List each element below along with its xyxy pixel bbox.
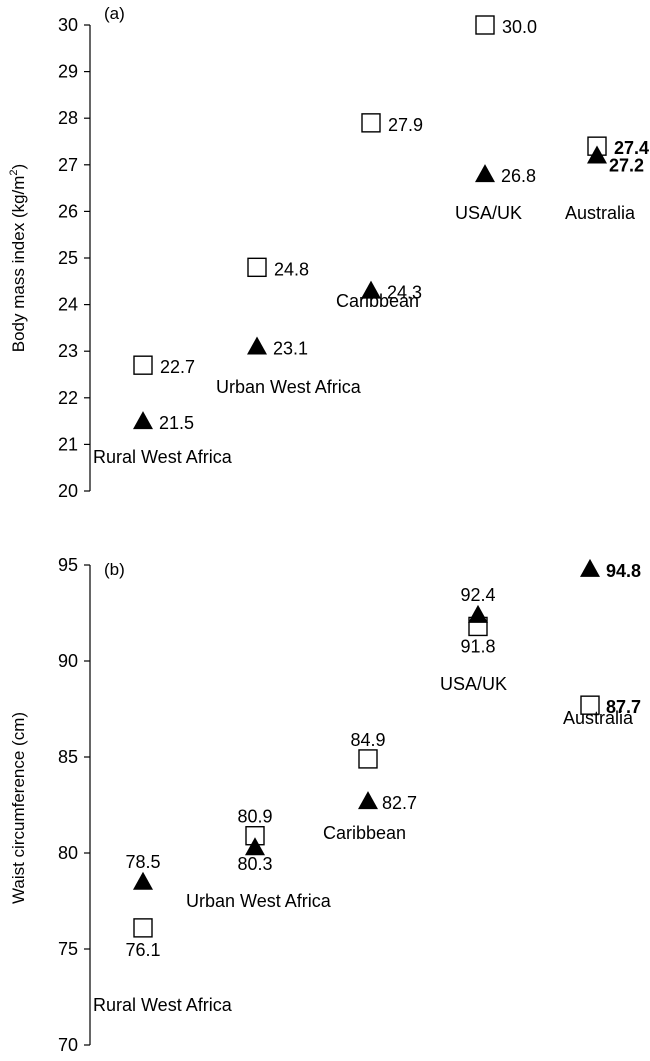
data-label: 27.9 — [388, 115, 423, 135]
marker-square — [580, 695, 600, 715]
data-label: 91.8 — [460, 636, 495, 656]
data-label: 80.3 — [237, 854, 272, 874]
marker-triangle — [358, 791, 378, 810]
panel-b-group-labels: Rural West Africa Urban West Africa Cari… — [93, 674, 634, 1015]
marker-square — [247, 257, 267, 278]
panel-a-y-axis-title: Body mass index (kg/m2) — [8, 164, 28, 352]
data-label: 87.7 — [606, 697, 641, 717]
y-tick-label: 70 — [58, 1035, 78, 1055]
y-tick-label: 30 — [58, 15, 78, 35]
y-tick-label: 23 — [58, 341, 78, 361]
marker-triangle — [587, 145, 607, 164]
data-label: 27.4 — [614, 138, 649, 158]
data-label: 94.8 — [606, 561, 641, 581]
marker-triangle — [133, 411, 153, 430]
y-tick-label: 85 — [58, 747, 78, 767]
group-label-caribbean: Caribbean — [323, 823, 406, 843]
marker-triangle — [361, 280, 381, 299]
data-label: 30.0 — [502, 17, 537, 37]
data-label: 26.8 — [501, 166, 536, 186]
panel-a-tag: (a) — [104, 4, 125, 23]
marker-square — [133, 355, 153, 375]
y-tick-label: 95 — [58, 555, 78, 575]
data-label: 27.2 — [609, 155, 644, 175]
data-label: 24.3 — [387, 283, 422, 303]
panel-a-group-labels: Rural West Africa Urban West Africa Cari… — [93, 203, 636, 467]
data-label: 76.1 — [125, 940, 160, 960]
data-label: 82.7 — [382, 793, 417, 813]
marker-triangle — [247, 336, 267, 355]
group-label-australia: Australia — [565, 203, 636, 223]
marker-square — [358, 749, 378, 769]
panel-b-data-labels: 76.1 80.9 84.9 91.8 87.7 78.5 80.3 82.7 92.4 94.8 — [125, 561, 641, 960]
data-label: 92.4 — [460, 585, 495, 605]
panel-b-y-axis-title: Waist circumference (cm) — [9, 712, 28, 904]
group-label-rural-west-africa: Rural West Africa — [93, 447, 233, 467]
y-tick-label: 25 — [58, 248, 78, 268]
group-label-caribbean: Caribbean — [336, 291, 419, 311]
group-label-urban-west-africa: Urban West Africa — [216, 377, 362, 397]
panel-b-y-axis: 70 75 80 85 90 95 — [58, 555, 91, 1055]
data-label: 23.1 — [273, 339, 308, 359]
y-tick-label: 26 — [58, 201, 78, 221]
data-label: 22.7 — [160, 357, 195, 377]
group-label-usa-uk: USA/UK — [455, 203, 522, 223]
y-tick-label: 27 — [58, 155, 78, 175]
y-tick-label: 75 — [58, 939, 78, 959]
y-tick-label: 24 — [58, 295, 78, 315]
data-label: 80.9 — [237, 807, 272, 827]
marker-square — [133, 918, 153, 938]
data-label: 24.8 — [274, 259, 309, 279]
marker-triangle — [468, 604, 488, 623]
panel-a-marks — [133, 15, 607, 430]
marker-square — [475, 15, 495, 35]
y-tick-label: 90 — [58, 651, 78, 671]
y-tick-label: 29 — [58, 62, 78, 82]
panel-b-marks — [133, 558, 600, 938]
marker-square — [361, 113, 381, 133]
marker-triangle — [245, 837, 265, 856]
y-tick-label: 21 — [58, 434, 78, 454]
panel-a-y-axis: 20 21 22 23 24 25 26 27 28 29 30 — [58, 15, 91, 501]
marker-triangle — [580, 558, 600, 577]
marker-triangle — [133, 871, 153, 890]
panel-a-bmi: (a) Body mass index (kg/m2) 20 21 22 23 24 25… — [8, 4, 649, 501]
group-label-usa-uk: USA/UK — [440, 674, 507, 694]
y-tick-label: 80 — [58, 843, 78, 863]
y-tick-label: 28 — [58, 108, 78, 128]
panel-b-tag: (b) — [104, 560, 125, 579]
marker-triangle — [475, 164, 495, 183]
group-label-rural-west-africa: Rural West Africa — [93, 995, 233, 1015]
group-label-australia: Australia — [563, 708, 634, 728]
data-label: 78.5 — [125, 852, 160, 872]
y-tick-label: 20 — [58, 481, 78, 501]
panel-b-waist: (b) Waist circumference (cm) 70 75 80 85 90 9… — [9, 555, 641, 1055]
data-label: 21.5 — [159, 413, 194, 433]
y-tick-label: 22 — [58, 388, 78, 408]
group-label-urban-west-africa: Urban West Africa — [186, 891, 332, 911]
panel-a-data-labels: 22.7 24.8 27.9 30.0 27.4 21.5 23.1 24.3 26.8 27.2 — [159, 17, 649, 433]
data-label: 84.9 — [350, 730, 385, 750]
